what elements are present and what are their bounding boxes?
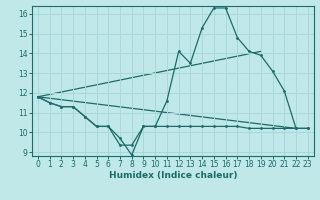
X-axis label: Humidex (Indice chaleur): Humidex (Indice chaleur) — [108, 171, 237, 180]
